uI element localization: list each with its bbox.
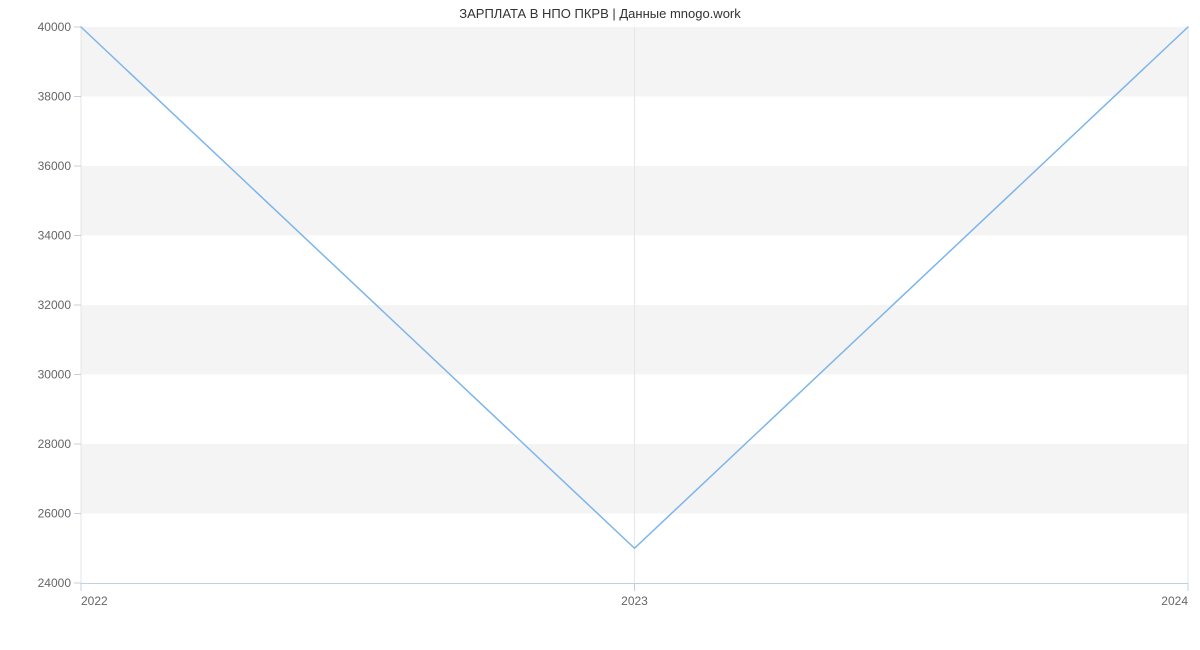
svg-text:26000: 26000	[38, 507, 72, 521]
svg-text:34000: 34000	[38, 229, 72, 243]
salary-chart: ЗАРПЛАТА В НПО ПКРВ | Данные mnogo.work …	[0, 0, 1200, 650]
svg-text:2024: 2024	[1161, 594, 1188, 608]
svg-text:40000: 40000	[38, 20, 72, 34]
svg-text:32000: 32000	[38, 298, 72, 312]
svg-text:24000: 24000	[38, 576, 72, 590]
svg-text:2022: 2022	[81, 594, 108, 608]
svg-text:38000: 38000	[38, 90, 72, 104]
svg-text:30000: 30000	[38, 368, 72, 382]
svg-text:36000: 36000	[38, 159, 72, 173]
svg-text:28000: 28000	[38, 437, 72, 451]
chart-svg: 24000 26000 28000 30000 32000 34000 36000 38000…	[0, 0, 1200, 650]
svg-text:2023: 2023	[621, 594, 648, 608]
